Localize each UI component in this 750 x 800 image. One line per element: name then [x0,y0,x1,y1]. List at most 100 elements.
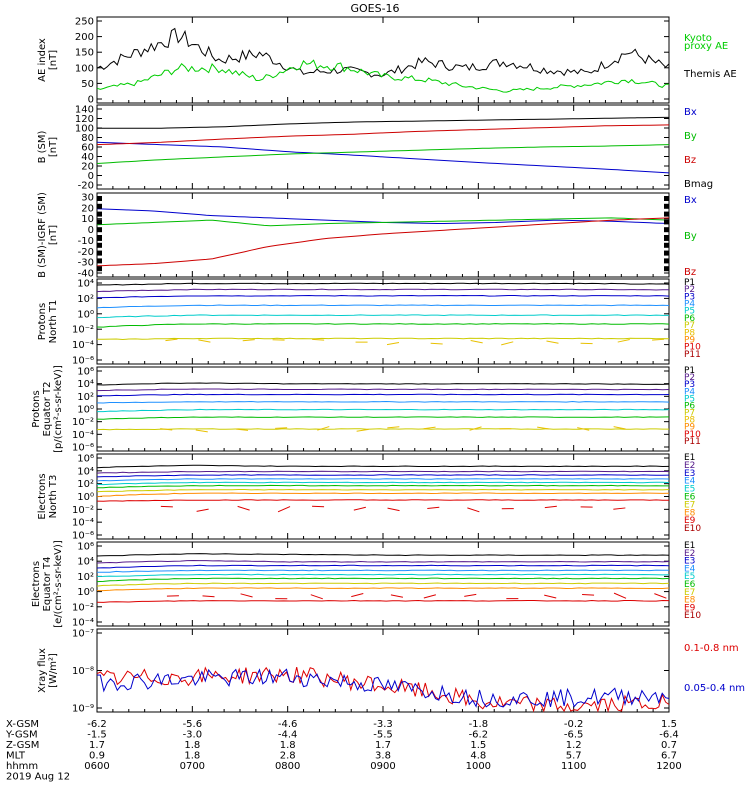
legend-entry: P2 [684,285,695,295]
y-tick-label: 250 [75,17,94,28]
sparse-trace [351,592,364,598]
y-tick-label: 10⁴ [77,466,94,477]
series-p1 [96,382,670,386]
y-axis-label: B (SM) [37,130,48,163]
sparse-trace [537,426,550,430]
legend-entry: P3 [684,292,695,302]
sparse-trace [469,426,482,431]
legend-entry: Bz [684,267,696,278]
y-tick-label: 10⁻⁹ [72,704,94,715]
y-tick-label: 10⁶ [77,454,94,465]
legend-entry: P1 [684,278,695,288]
y-tick-label: 10⁻⁶ [72,443,94,454]
legend-entry: E5 [684,485,695,495]
edge-marker [97,258,102,264]
legend-entry: E6 [684,493,696,503]
footer-value-hhmm: 1200 [656,761,681,772]
y-tick-label: 10⁴ [77,279,94,290]
legend-entry: E9 [684,516,696,526]
legend-entry: E8 [684,508,696,518]
edge-marker [664,266,669,272]
y-tick-label: 80 [81,133,94,144]
sparse-trace [202,595,215,598]
y-tick-label: 150 [75,48,94,59]
y-tick-label: 10⁻² [72,417,94,428]
footer-value-hhmm: 0900 [370,761,395,772]
footer-value-x: -1.8 [469,719,489,730]
y-axis-label: Electrons [31,561,42,607]
series-e2 [96,559,670,564]
edge-marker [97,250,102,256]
footer-value-z: 0.7 [661,740,677,751]
y-axis-label: Electrons [37,473,48,519]
series-p3 [97,393,670,397]
series-p7 [96,428,669,431]
footer-value-hhmm: 0700 [180,761,205,772]
series-e5 [96,573,670,577]
legend-entry: 0.1-0.8 nm [684,643,739,654]
y-tick-label: -20 [78,247,94,258]
legend-entry: P10 [684,430,701,440]
footer-value-y: -4.4 [278,730,298,741]
edge-marker [664,203,669,209]
sparse-trace [652,338,665,341]
y-axis-label: [nT] [48,225,59,245]
panel-xray: 10⁻⁷ 10⁻⁸ 10⁻⁹ Xray flux [W/m²] 0.1-0.8 nm 0.0… [37,628,745,715]
legend-entry: E7 [684,588,695,598]
y-tick-label: 200 [75,32,94,43]
legend-entry: E4 [684,564,696,574]
footer-value-mlt: 2.8 [280,751,296,762]
series-e6 [96,484,669,489]
y-tick-label: 10⁻² [72,505,94,516]
edge-marker [97,235,102,240]
legend-entry: E2 [684,461,695,471]
footer-value-y: -6.4 [659,730,679,741]
series-e8 [96,492,670,498]
y-tick-label: -30 [78,258,94,269]
legend-entry: Bx [684,107,697,118]
series-e4 [96,478,670,482]
edge-marker [664,211,669,217]
legend-entry: proxy AE [684,41,728,52]
edge-marker [664,258,669,264]
y-tick-label: 10⁶ [77,367,94,378]
series-e7 [96,488,670,493]
legend-entry: P11 [684,350,701,360]
legend-entry: E7 [684,500,695,510]
sparse-trace [423,426,436,430]
footer-value-x: -0.2 [564,719,584,730]
y-axis-label: North T1 [48,300,59,344]
footer-value-z: 1.2 [566,740,582,751]
panel-frame [96,628,670,713]
series-e1 [96,553,670,557]
footer-value-z: 1.8 [280,740,296,751]
footer-value-y: -6.2 [469,730,489,741]
legend-entry: P10 [684,343,701,353]
series-e9 [96,499,669,502]
legend-entry: P5 [684,307,695,317]
sparse-trace [165,338,178,342]
legend-entry: E3 [684,557,695,567]
legend-entry: P8 [684,416,695,426]
legend-entry: E3 [684,469,695,479]
y-tick-label: 10⁻² [72,325,94,336]
legend-entry: P3 [684,380,695,390]
y-axis-label: [nT] [48,50,59,70]
y-tick-label: 10⁰ [77,405,94,416]
edge-marker [97,227,102,233]
legend-entry: Bz [684,155,696,166]
series-e8 [97,587,670,592]
sparse-trace [196,508,209,512]
series-e3 [96,474,670,478]
y-axis-label: Xray flux [37,648,48,693]
panel-ee: 10⁶ 10⁴ 10² 10⁰ 10⁻² 10⁻⁴ Electrons Equator T4[… [31,540,701,628]
sparse-trace [310,594,323,600]
sparse-trace [387,507,400,512]
sparse-trace [390,594,404,598]
sparse-trace [198,339,211,343]
edge-marker [664,196,669,201]
